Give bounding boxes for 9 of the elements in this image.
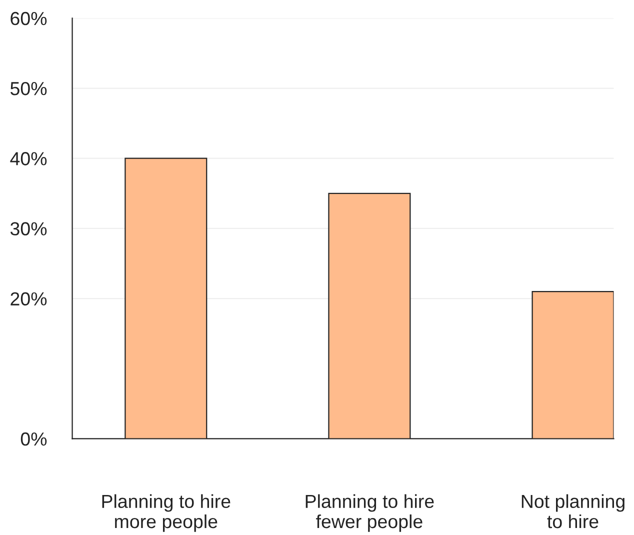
y-tick-label: 50% xyxy=(10,82,47,96)
x-tick-label: Planning to hire fewer people xyxy=(306,494,434,532)
y-tick-label: 20% xyxy=(10,292,47,306)
x-tick-label: Planning to hire more people xyxy=(102,494,230,532)
x-tick-label: Not planning to hire xyxy=(522,494,624,528)
y-tick-label: 40% xyxy=(10,152,47,166)
y-tick-label: 60% xyxy=(10,12,47,26)
y-tick-label: 0% xyxy=(20,432,47,446)
y-tick-label: 30% xyxy=(10,222,47,236)
